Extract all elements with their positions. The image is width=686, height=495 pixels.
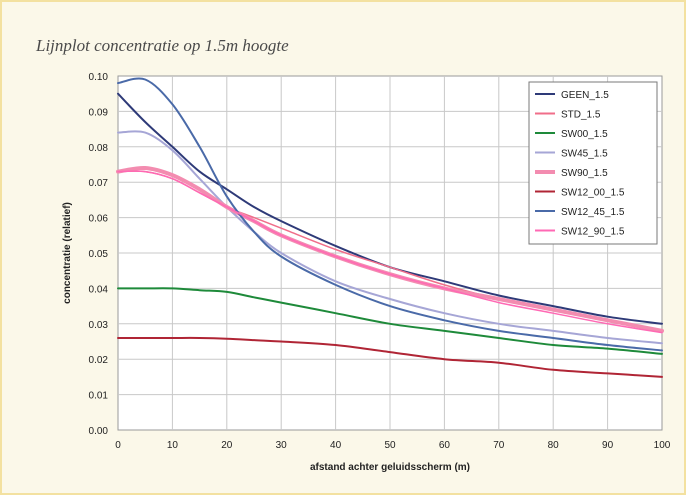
legend-label-std-1-5: STD_1.5	[561, 110, 601, 121]
x-tick-label: 80	[548, 440, 560, 451]
x-tick-label: 0	[115, 440, 121, 451]
chart-title: Lijnplot concentratie op 1.5m hoogte	[36, 36, 289, 55]
series-line-sw12-00-1-5	[117, 336, 663, 378]
legend-label-sw12-45-1-5: SW12_45_1.5	[561, 207, 625, 218]
x-tick-label: 70	[493, 440, 505, 451]
series-line-sw45-1-5	[117, 130, 663, 345]
legend-label-sw12-90-1-5: SW12_90_1.5	[561, 227, 625, 238]
y-tick-label: 0.02	[89, 355, 109, 366]
y-tick-label: 0.07	[89, 178, 109, 189]
x-tick-label: 20	[221, 440, 233, 451]
x-tick-label: 30	[276, 440, 288, 451]
series-line-sw00-1-5	[117, 287, 663, 355]
series-line-sw12-45-1-5	[117, 77, 663, 352]
y-tick-label: 0.01	[89, 391, 109, 402]
x-tick-label: 10	[167, 440, 179, 451]
y-tick-label: 0.06	[89, 214, 109, 225]
y-tick-label: 0.05	[89, 249, 109, 260]
y-tick-label: 0.03	[89, 320, 109, 331]
x-tick-label: 90	[602, 440, 614, 451]
legend	[528, 81, 658, 245]
legend-label-sw12-00-1-5: SW12_00_1.5	[561, 188, 625, 199]
y-tick-label: 0.09	[89, 107, 109, 118]
x-axis-title: afstand achter geluidsscherm (m)	[310, 462, 470, 473]
x-tick-label: 100	[654, 440, 671, 451]
series-line-geen-1-5	[117, 92, 663, 325]
legend-label-sw90-1-5: SW90_1.5	[561, 168, 608, 179]
x-tick-label: 50	[384, 440, 396, 451]
legend-label-sw00-1-5: SW00_1.5	[561, 129, 608, 140]
y-axis-title: concentratie (relatief)	[62, 202, 73, 304]
legend-label-geen-1-5: GEEN_1.5	[561, 90, 609, 101]
x-tick-label: 40	[330, 440, 342, 451]
y-tick-label: 0.04	[89, 284, 109, 295]
series-line-sw12-90-1-5	[117, 170, 663, 334]
legend-label-sw45-1-5: SW45_1.5	[561, 149, 608, 160]
y-tick-label: 0.08	[89, 143, 109, 154]
y-tick-label: 0.00	[89, 426, 109, 437]
x-tick-label: 60	[439, 440, 451, 451]
y-tick-label: 0.10	[89, 72, 109, 83]
